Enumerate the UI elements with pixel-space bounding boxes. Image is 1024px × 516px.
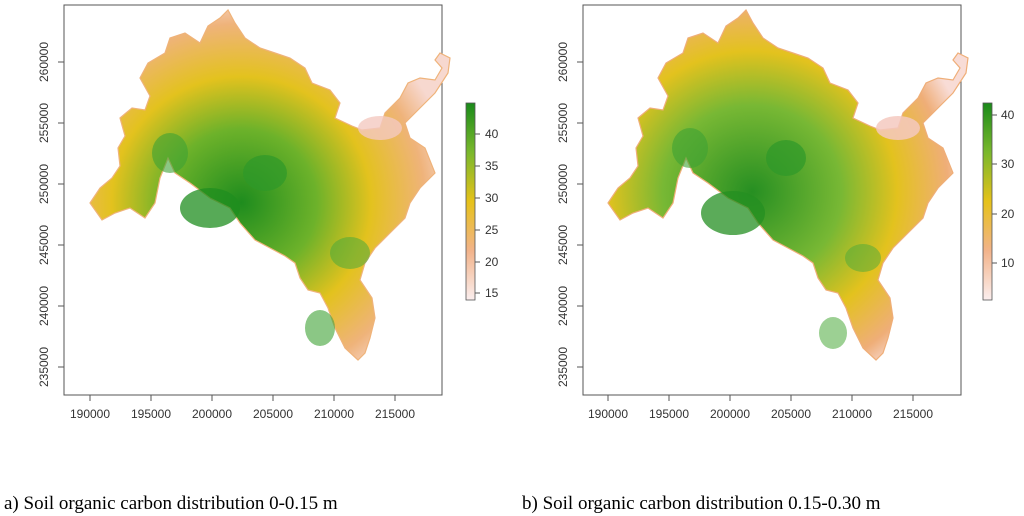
panel-a-legend-tick: 20: [485, 255, 499, 269]
panel-b-x-tick: 190000: [588, 407, 628, 421]
panel-a-x-tick: 200000: [192, 407, 232, 421]
panel-a-y-tick: 235000: [37, 347, 51, 387]
panel-a-x-tick: 215000: [375, 407, 415, 421]
panel-b-raster-map: [607, 9, 969, 361]
panel-a-raster-map: [89, 9, 451, 361]
panel-a: 260000 255000 250000 245000 240000 23500…: [4, 4, 499, 514]
panel-a-caption: a) Soil organic carbon distribution 0-0.…: [4, 493, 338, 514]
panel-a-y-tick: 250000: [37, 164, 51, 204]
panel-b-y-axis: 260000 255000 250000 245000 240000 23500…: [556, 42, 583, 387]
panel-a-x-tick: 195000: [131, 407, 171, 421]
panel-a-y-tick: 240000: [37, 286, 51, 326]
panel-b-x-tick: 195000: [649, 407, 689, 421]
panel-b-y-tick: 235000: [556, 347, 570, 387]
panel-b-x-tick: 210000: [832, 407, 872, 421]
panel-a-x-tick: 190000: [70, 407, 110, 421]
panel-b-legend: 40 30 20 10: [982, 102, 1015, 301]
panel-b-x-tick: 205000: [771, 407, 811, 421]
panel-b-y-tick: 250000: [556, 164, 570, 204]
panel-b-x-axis: 190000 195000 200000 205000 210000 21500…: [588, 395, 933, 421]
panel-a-legend: 40 35 30 25 20 15: [465, 102, 499, 301]
panel-a-x-tick: 210000: [314, 407, 354, 421]
panel-a-legend-tick: 15: [485, 286, 499, 300]
panel-a-x-tick: 205000: [253, 407, 293, 421]
panel-a-x-axis: 190000 195000 200000 205000 210000 21500…: [70, 395, 415, 421]
panel-b-y-tick: 255000: [556, 103, 570, 143]
panel-a-y-tick: 260000: [37, 42, 51, 82]
panel-a-legend-tick: 30: [485, 191, 499, 205]
panel-a-y-axis: 260000 255000 250000 245000 240000 23500…: [37, 42, 64, 387]
panel-a-legend-tick: 25: [485, 223, 499, 237]
panel-b-legend-tick: 40: [1001, 108, 1015, 122]
panel-b-caption: b) Soil organic carbon distribution 0.15…: [522, 493, 881, 514]
panel-b-y-tick: 240000: [556, 286, 570, 326]
panel-a-y-tick: 255000: [37, 103, 51, 143]
panel-a-legend-colorbar: [465, 102, 476, 301]
panel-b-x-tick: 200000: [710, 407, 750, 421]
panel-b-y-tick: 260000: [556, 42, 570, 82]
panel-b-legend-colorbar: [982, 102, 993, 301]
panel-a-y-tick: 245000: [37, 225, 51, 265]
panel-a-legend-tick: 40: [485, 127, 499, 141]
panel-b-y-tick: 245000: [556, 225, 570, 265]
panel-a-legend-tick: 35: [485, 159, 499, 173]
panel-b: 260000 255000 250000 245000 240000 23500…: [522, 4, 1015, 514]
panel-b-x-tick: 215000: [893, 407, 933, 421]
panel-b-legend-tick: 10: [1001, 256, 1015, 270]
panel-b-legend-tick: 20: [1001, 207, 1015, 221]
panel-b-legend-tick: 30: [1001, 157, 1015, 171]
